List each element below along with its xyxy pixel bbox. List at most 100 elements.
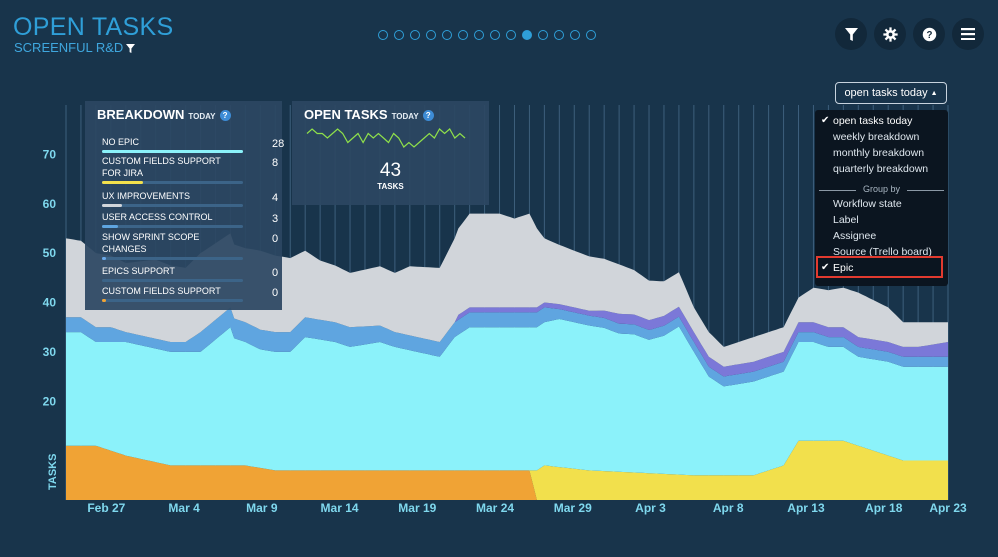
x-tick-label: Mar 9 bbox=[246, 501, 278, 515]
breakdown-row[interactable]: NO EPIC 28 bbox=[102, 136, 284, 153]
filter-icon bbox=[126, 44, 136, 53]
pager-dot[interactable] bbox=[506, 30, 516, 40]
breakdown-label: SHOW SPRINT SCOPE CHANGES bbox=[102, 232, 200, 254]
pager-dot[interactable] bbox=[394, 30, 404, 40]
breakdown-row[interactable]: CUSTOM FIELDS SUPPORT 0 bbox=[102, 285, 278, 302]
breakdown-bar-track bbox=[102, 299, 243, 302]
breakdown-bar-track bbox=[102, 181, 243, 184]
x-tick-label: Apr 8 bbox=[713, 501, 744, 515]
breakdown-label: CUSTOM FIELDS SUPPORT bbox=[102, 286, 221, 296]
area-user-access-control[interactable] bbox=[66, 307, 948, 387]
group-by-option[interactable]: Workflow state bbox=[833, 198, 902, 210]
filter-button[interactable] bbox=[835, 18, 867, 50]
breakdown-value: 0 bbox=[272, 233, 279, 245]
x-axis-labels: Feb 27 Mar 4 Mar 9 Mar 14 Mar 19 Mar 24 Mar 29… bbox=[87, 501, 967, 515]
x-tick-label: Mar 29 bbox=[554, 501, 592, 515]
menu-button[interactable] bbox=[952, 18, 984, 50]
breakdown-row[interactable]: SHOW SPRINT SCOPE CHANGES 0 bbox=[102, 231, 278, 260]
breakdown-bar-track bbox=[102, 204, 243, 207]
menu-icon bbox=[961, 28, 975, 40]
breakdown-bar bbox=[102, 299, 107, 302]
breakdown-bar-track bbox=[102, 257, 243, 260]
help-icon[interactable]: ? bbox=[422, 110, 434, 121]
check-icon: ✔ bbox=[821, 115, 830, 126]
breakdown-row[interactable]: CUSTOM FIELDS SUPPORT FOR JIRA 8 bbox=[102, 155, 278, 184]
help-icon: ? bbox=[922, 27, 936, 41]
dashboard-pager[interactable] bbox=[378, 30, 596, 40]
breakdown-value: 4 bbox=[272, 192, 279, 204]
pager-dot[interactable] bbox=[554, 30, 564, 40]
breakdown-bar bbox=[102, 150, 243, 153]
menu-option[interactable]: open tasks today bbox=[833, 115, 913, 127]
breakdown-label: UX IMPROVEMENTS bbox=[102, 191, 191, 201]
filter-icon bbox=[844, 27, 858, 41]
menu-option[interactable]: weekly breakdown bbox=[833, 131, 920, 143]
help-icon[interactable]: ? bbox=[219, 110, 231, 121]
pager-dot[interactable] bbox=[442, 30, 452, 40]
x-tick-label: Mar 19 bbox=[398, 501, 436, 515]
pager-dot[interactable] bbox=[410, 30, 420, 40]
breakdown-label: NO EPIC bbox=[102, 137, 140, 147]
breakdown-bar-track bbox=[102, 150, 243, 153]
breakdown-title: BREAKDOWN TODAY? bbox=[97, 107, 231, 122]
x-tick-label: Apr 23 bbox=[929, 501, 967, 515]
breakdown-label: USER ACCESS CONTROL bbox=[102, 212, 213, 222]
area-custom-fields-support-for-jira[interactable] bbox=[66, 440, 948, 500]
y-tick-label: 50 bbox=[43, 246, 57, 260]
x-tick-label: Apr 18 bbox=[865, 501, 903, 515]
group-by-option[interactable]: Assignee bbox=[833, 230, 877, 242]
group-by-option[interactable]: Epic bbox=[833, 262, 854, 274]
group-by-heading: Group by bbox=[819, 184, 944, 194]
pager-dot[interactable] bbox=[490, 30, 500, 40]
breakdown-bar bbox=[102, 257, 107, 260]
group-by-option[interactable]: Source (Trello board) bbox=[833, 246, 932, 258]
pager-dot[interactable] bbox=[586, 30, 596, 40]
caret-up-icon: ▲ bbox=[930, 89, 938, 97]
task-unit: TASKS bbox=[377, 182, 404, 191]
area-custom-fields-support[interactable] bbox=[66, 445, 948, 500]
y-axis-title: TASKS bbox=[47, 454, 59, 490]
page-title: OPEN TASKS bbox=[13, 13, 174, 41]
area-no-epic[interactable] bbox=[66, 319, 948, 476]
pager-dot[interactable] bbox=[458, 30, 468, 40]
pager-dot[interactable] bbox=[426, 30, 436, 40]
breakdown-value: 28 bbox=[272, 138, 285, 150]
x-tick-label: Mar 24 bbox=[476, 501, 514, 515]
pager-dot[interactable] bbox=[522, 30, 532, 40]
help-button[interactable]: ? bbox=[913, 18, 945, 50]
pager-dot[interactable] bbox=[474, 30, 484, 40]
pager-dot[interactable] bbox=[538, 30, 548, 40]
x-tick-label: Feb 27 bbox=[87, 501, 125, 515]
y-tick-label: 20 bbox=[43, 394, 57, 408]
menu-option[interactable]: quarterly breakdown bbox=[833, 163, 929, 175]
open-tasks-title: OPEN TASKS TODAY? bbox=[304, 107, 434, 122]
breakdown-value: 0 bbox=[272, 267, 279, 279]
breakdown-row[interactable]: UX IMPROVEMENTS 4 bbox=[102, 190, 278, 207]
task-count: 43 bbox=[379, 160, 402, 181]
menu-option[interactable]: monthly breakdown bbox=[833, 147, 925, 159]
view-dropdown-label: open tasks today bbox=[844, 87, 928, 99]
y-tick-label: 60 bbox=[43, 197, 57, 211]
breakdown-value: 0 bbox=[272, 287, 279, 299]
breakdown-panel: BREAKDOWN TODAY? NO EPIC 28 CUSTOM FIELDS S… bbox=[85, 101, 284, 310]
x-tick-label: Mar 14 bbox=[321, 501, 359, 515]
team-filter[interactable]: SCREENFUL R&D bbox=[14, 40, 136, 55]
breakdown-value: 3 bbox=[272, 213, 279, 225]
check-icon: ✔ bbox=[821, 262, 830, 273]
x-tick-label: Apr 3 bbox=[635, 501, 666, 515]
settings-button[interactable] bbox=[874, 18, 906, 50]
breakdown-bar-track bbox=[102, 225, 243, 228]
breakdown-bar bbox=[102, 225, 118, 228]
y-tick-label: 70 bbox=[43, 147, 57, 161]
team-name: SCREENFUL R&D bbox=[14, 40, 124, 55]
y-axis-labels: 20 30 40 50 60 70 bbox=[43, 147, 57, 408]
y-tick-label: 30 bbox=[43, 345, 57, 359]
breakdown-row[interactable]: EPICS SUPPORT 0 bbox=[102, 265, 278, 282]
area-ux-improvements[interactable] bbox=[66, 213, 948, 367]
pager-dot[interactable] bbox=[570, 30, 580, 40]
breakdown-bar-track bbox=[102, 279, 243, 282]
view-dropdown[interactable]: open tasks today ▲ bbox=[835, 82, 947, 104]
pager-dot[interactable] bbox=[378, 30, 388, 40]
group-by-option[interactable]: Label bbox=[833, 214, 859, 226]
breakdown-row[interactable]: USER ACCESS CONTROL 3 bbox=[102, 211, 278, 228]
